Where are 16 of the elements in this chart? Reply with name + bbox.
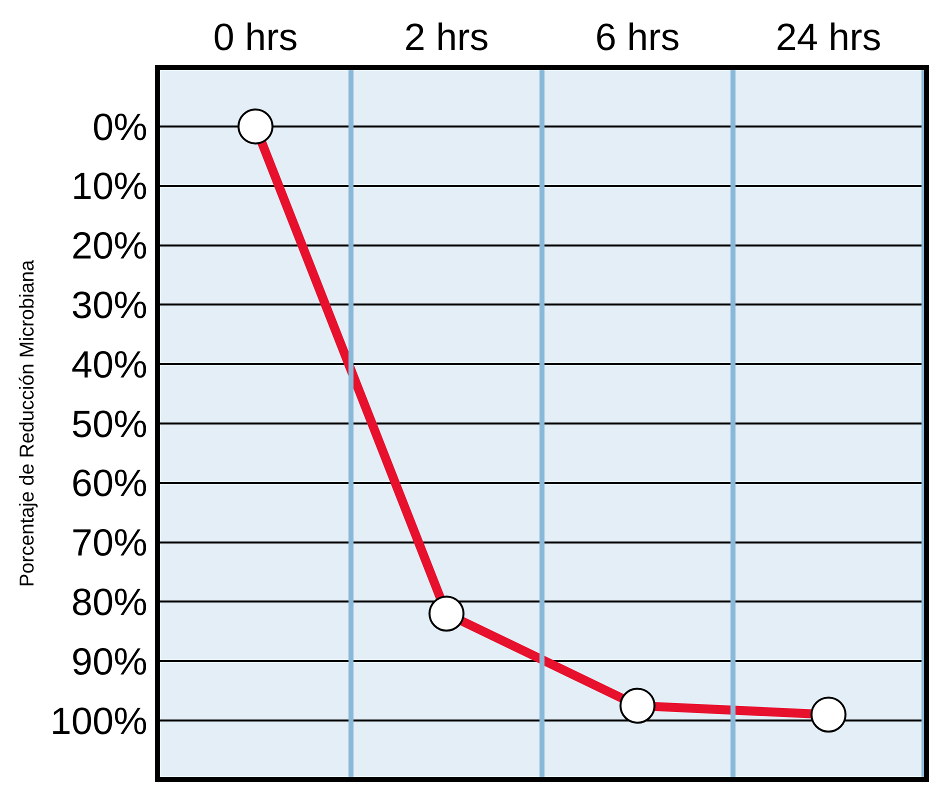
y-tick-label: 30% [71,284,148,327]
y-tick-label: 10% [71,166,148,208]
y-tick-label: 100% [50,700,148,743]
y-tick-label: 70% [71,522,148,565]
y-axis-title: Porcentaje de Reducción Microbiana [16,259,39,587]
x-tick-label: 2 hrs [404,16,489,59]
y-tick-label: 50% [71,404,148,446]
y-tick-label: 40% [71,344,148,386]
x-tick-label: 6 hrs [595,16,680,59]
y-tick-label: 0% [92,106,148,149]
y-tick-label: 90% [71,641,148,684]
x-tick-label: 24 hrs [776,16,882,59]
y-tick-label: 20% [71,226,148,268]
x-tick-label: 0 hrs [213,16,298,59]
y-tick-label: 80% [71,582,148,624]
y-tick-label: 60% [71,463,148,506]
